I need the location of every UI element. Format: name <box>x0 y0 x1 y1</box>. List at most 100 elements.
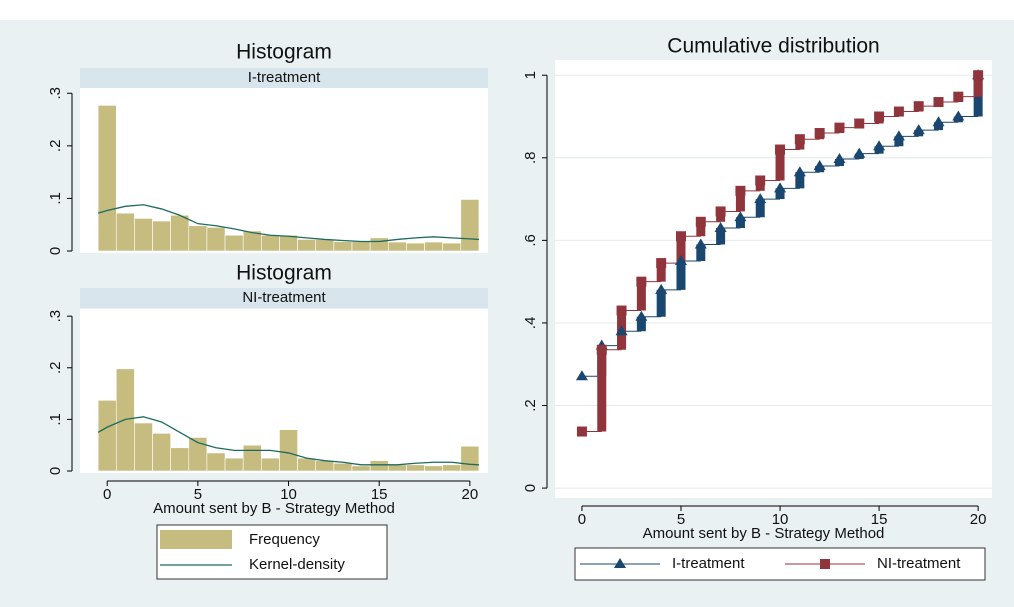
marker <box>675 231 686 242</box>
bar <box>170 214 190 252</box>
x-axis-label: Amount sent by B - Strategy Method <box>153 500 395 517</box>
x-tick-label: 0 <box>103 486 111 503</box>
bar <box>115 212 135 252</box>
panel-label: I-treatment <box>248 69 321 86</box>
bar <box>442 464 462 472</box>
bar <box>261 457 280 472</box>
legend-label: NI-treatment <box>877 555 961 572</box>
y-tick-label: .4 <box>522 317 539 330</box>
marker <box>575 370 588 381</box>
bar <box>188 225 208 252</box>
marker <box>655 283 668 294</box>
marker <box>735 185 746 196</box>
bar <box>261 234 280 252</box>
marker <box>820 559 830 569</box>
bar <box>134 218 153 252</box>
marker <box>893 106 904 117</box>
marker <box>636 276 647 287</box>
bar <box>224 234 244 252</box>
y-tick-label: 0 <box>47 247 64 255</box>
marker <box>695 216 706 227</box>
x-tick-label: 15 <box>371 486 388 503</box>
marker <box>576 426 587 437</box>
y-tick-label: .1 <box>47 192 64 205</box>
bar <box>424 241 443 252</box>
marker <box>793 166 806 177</box>
plot-area <box>555 60 992 498</box>
bar <box>97 105 117 252</box>
x-tick-label: 5 <box>677 511 685 528</box>
chart-title: Cumulative distribution <box>667 35 879 58</box>
bar <box>406 464 425 472</box>
bar <box>170 447 190 472</box>
bar <box>242 444 262 472</box>
bar <box>333 462 353 472</box>
y-tick-label: .2 <box>47 362 64 375</box>
bar <box>152 220 171 252</box>
marker <box>853 147 866 158</box>
bar <box>369 237 389 252</box>
x-tick-label: 20 <box>462 486 479 503</box>
bar <box>351 465 371 472</box>
y-tick-label: .1 <box>47 413 64 426</box>
x-axis-label: Amount sent by B - Strategy Method <box>643 525 885 542</box>
density-line <box>97 204 479 243</box>
chart-title: Histogram <box>236 262 332 285</box>
marker <box>933 97 944 108</box>
marker <box>755 175 766 186</box>
marker <box>635 310 648 321</box>
bar <box>152 433 171 472</box>
legend-label: I-treatment <box>672 555 745 572</box>
marker <box>834 122 845 133</box>
marker <box>953 91 964 102</box>
y-tick-label: .3 <box>47 310 64 323</box>
x-tick-label: 10 <box>280 486 297 503</box>
marker <box>615 325 628 336</box>
marker <box>913 101 924 112</box>
legend-swatch <box>160 530 232 549</box>
marker <box>952 110 965 121</box>
bar <box>460 445 480 472</box>
marker <box>813 160 826 171</box>
marker <box>912 124 925 135</box>
y-tick-label: 0 <box>522 484 539 492</box>
marker <box>973 70 984 81</box>
marker <box>656 258 667 269</box>
marker <box>874 111 885 122</box>
y-tick-label: .2 <box>522 399 539 412</box>
bar <box>315 239 335 252</box>
marker <box>616 305 627 316</box>
marker <box>814 128 825 139</box>
y-tick-label: 0 <box>47 467 64 475</box>
bar <box>134 422 153 472</box>
bar <box>442 242 462 252</box>
panel-strip <box>80 68 488 88</box>
marker <box>775 144 786 155</box>
x-tick-label: 0 <box>578 511 586 528</box>
bar <box>206 227 226 252</box>
marker <box>714 221 727 232</box>
legend-label: Kernel-density <box>249 556 345 573</box>
marker <box>794 134 805 145</box>
bar <box>97 399 117 472</box>
bar <box>224 457 244 472</box>
bar <box>315 460 335 472</box>
marker <box>596 344 607 355</box>
x-tick-label: 5 <box>194 486 202 503</box>
bar <box>351 241 371 252</box>
bar <box>206 452 226 472</box>
bar <box>460 199 480 252</box>
marker <box>892 130 905 141</box>
marker <box>674 255 687 266</box>
bar <box>297 457 317 472</box>
marker <box>715 206 726 217</box>
marker <box>774 182 787 193</box>
bar <box>297 239 317 252</box>
density-line <box>97 416 479 466</box>
y-tick-label: .3 <box>47 87 64 100</box>
bar <box>279 429 298 472</box>
y-tick-label: .6 <box>522 234 539 247</box>
bar <box>387 464 407 472</box>
y-tick-label: .2 <box>47 140 64 153</box>
